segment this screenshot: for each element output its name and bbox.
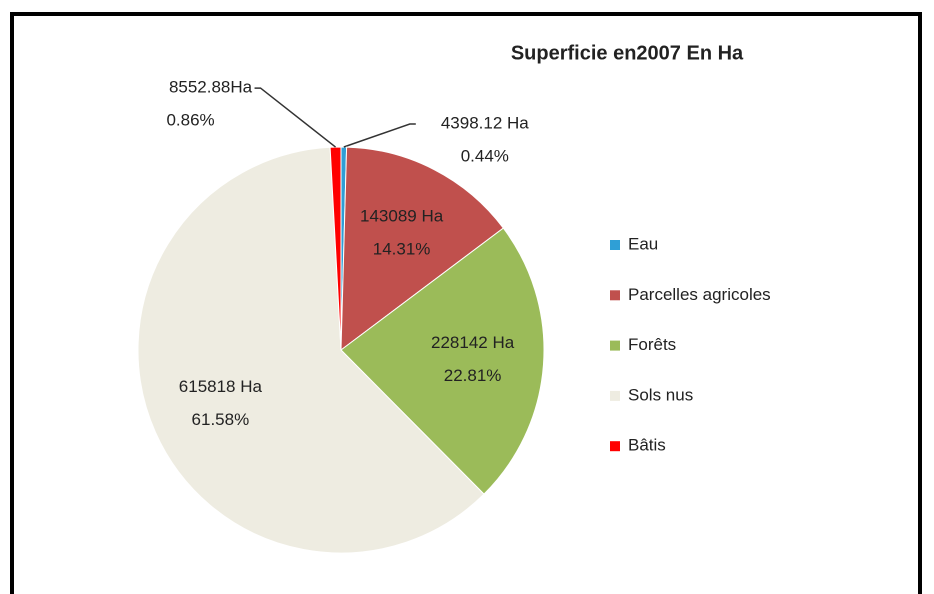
legend-swatch bbox=[610, 340, 620, 351]
data-label-share: 61.58% bbox=[192, 410, 250, 429]
pie-slice bbox=[340, 227, 545, 495]
data-label: 4398.12 Ha bbox=[441, 114, 529, 133]
legend-label: Bâtis bbox=[628, 436, 666, 455]
legend-label: Forêts bbox=[628, 335, 676, 354]
pie-slice bbox=[137, 146, 485, 554]
data-label: 615818 Ha bbox=[179, 377, 263, 396]
data-label: 143089 Ha bbox=[360, 206, 444, 225]
data-label-share: 14.31% bbox=[373, 239, 431, 258]
legend-swatch bbox=[610, 290, 620, 301]
legend-swatch bbox=[610, 390, 620, 401]
data-label-share: 22.81% bbox=[444, 366, 502, 385]
legend-label: Sols nus bbox=[628, 385, 693, 404]
data-label: 8552.88Ha bbox=[169, 78, 253, 97]
legend-swatch bbox=[610, 240, 620, 250]
leader-line bbox=[343, 123, 416, 148]
legend-label: Eau bbox=[628, 234, 658, 253]
data-label-share: 0.86% bbox=[166, 111, 214, 130]
chart-title: Superficie en2007 En Ha bbox=[511, 42, 744, 64]
leader-line bbox=[254, 87, 337, 148]
legend-label: Parcelles agricoles bbox=[628, 285, 771, 304]
legend-swatch bbox=[610, 441, 620, 452]
pie-slice bbox=[340, 146, 505, 352]
data-label-share: 0.44% bbox=[461, 147, 509, 166]
data-label: 228142 Ha bbox=[431, 333, 515, 352]
